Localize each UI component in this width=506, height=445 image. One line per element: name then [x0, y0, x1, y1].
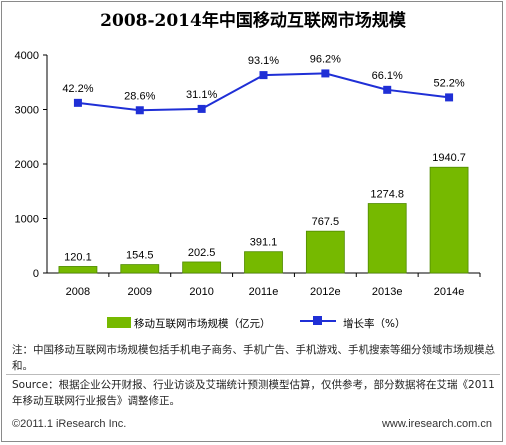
- footer-website[interactable]: www.iresearch.com.cn: [381, 418, 492, 430]
- bar: [367, 203, 407, 274]
- y-tick-label: 0: [33, 268, 39, 280]
- x-tick-label: 2012e: [310, 286, 341, 298]
- line-point: [259, 71, 268, 80]
- bar-data-label: 154.5: [126, 250, 154, 262]
- bar-data-label: 202.5: [188, 247, 216, 259]
- x-tick-label: 2008: [66, 286, 90, 298]
- bar-data-label: 120.1: [64, 251, 92, 263]
- line-point: [321, 69, 330, 78]
- line-point: [383, 85, 392, 94]
- bar: [244, 251, 283, 274]
- line-data-label: 52.2%: [433, 77, 464, 89]
- chart-source: Source：根据企业公开财报、行业访谈及艾瑞统计预测模型估算，仅供参考，部分数…: [12, 379, 495, 407]
- y-tick-label: 4000: [15, 50, 39, 62]
- x-tick-label: 2009: [128, 286, 152, 298]
- x-tick-label: 2013e: [372, 286, 403, 298]
- chart-title: 2008-2014年中国移动互联网市场规模: [100, 11, 406, 31]
- line-data-label: 42.2%: [62, 83, 93, 95]
- bar: [58, 266, 98, 274]
- footer-copyright: ©2011.1 iResearch Inc.: [12, 418, 127, 430]
- legend-line-marker: [313, 316, 322, 325]
- divider: [6, 374, 500, 375]
- line-data-label: 96.2%: [310, 53, 341, 65]
- bar-data-label: 391.1: [250, 237, 278, 249]
- line-data-label: 28.6%: [124, 90, 155, 102]
- x-tick-label: 2010: [189, 286, 213, 298]
- y-tick-label: 2000: [15, 159, 39, 171]
- bar: [182, 261, 222, 274]
- line-data-label: 31.1%: [186, 89, 217, 101]
- line-data-label: 93.1%: [248, 55, 279, 67]
- x-tick-label: 2011e: [249, 286, 279, 298]
- x-tick-label: 2014e: [434, 286, 465, 298]
- line-data-label: 66.1%: [372, 70, 403, 82]
- bar: [120, 264, 160, 274]
- bar: [305, 230, 345, 274]
- legend-bar-label: 移动互联网市场规模（亿元）: [134, 318, 271, 330]
- chart-note: 注：中国移动互联网市场规模包括手机电子商务、手机广告、手机游戏、手机搜索等细分领…: [12, 344, 495, 372]
- legend-line-label: 增长率（%）: [343, 318, 406, 330]
- line-point: [197, 104, 206, 113]
- line-point: [445, 93, 454, 102]
- bar-data-label: 767.5: [312, 216, 340, 228]
- y-tick-label: 3000: [15, 105, 39, 117]
- y-tick-label: 1000: [15, 214, 39, 226]
- bar-data-label: 1940.7: [432, 152, 466, 164]
- legend-bar-swatch: [107, 317, 131, 328]
- line-point: [73, 98, 82, 107]
- bar: [429, 166, 469, 274]
- line-point: [135, 106, 144, 115]
- bar-data-label: 1274.8: [370, 189, 404, 201]
